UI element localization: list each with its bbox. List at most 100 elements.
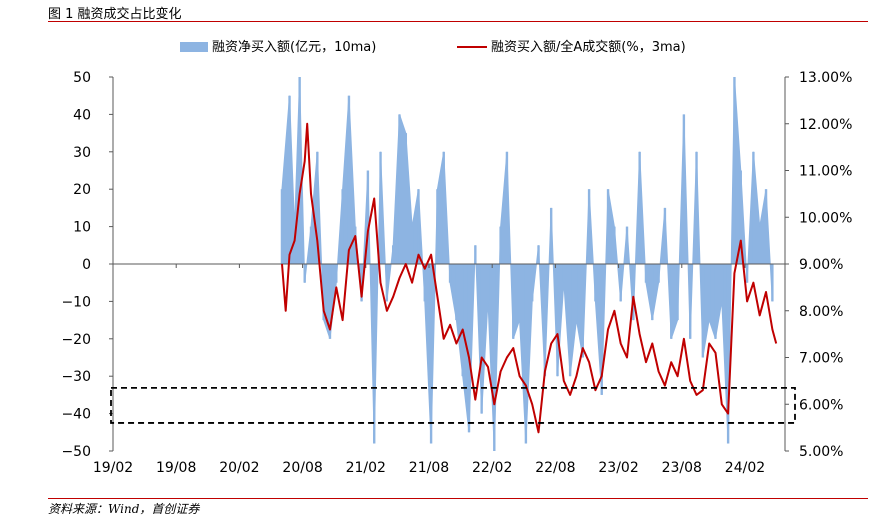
net-buy-bar [298, 77, 301, 264]
net-buy-bar [682, 114, 686, 265]
net-buy-bar [448, 264, 452, 283]
net-buy-bar [474, 245, 477, 264]
net-buy-bar [739, 170, 742, 264]
net-buy-bar [354, 226, 357, 264]
y-right-tick-label: 13.00% [799, 70, 852, 86]
y-left-tick-label: −20 [61, 332, 91, 348]
net-buy-bar [638, 151, 641, 264]
net-buy-bar [379, 151, 382, 264]
net-buy-bar [701, 264, 705, 358]
y-left-tick-label: 20 [73, 182, 91, 198]
net-buy-bar [288, 95, 291, 264]
legend-label-line: 融资买入额/全A成交额(%，3ma) [491, 39, 686, 55]
net-buy-bar [644, 264, 648, 283]
net-buy-bar [600, 264, 603, 395]
net-buy-bar [303, 264, 306, 283]
net-buy-bar [663, 207, 667, 264]
net-buy-bar [360, 264, 363, 302]
net-buy-bar [733, 77, 736, 264]
net-buy-bar [543, 264, 547, 377]
x-tick-label: 23/08 [662, 460, 702, 476]
net-buy-bar [391, 245, 395, 264]
net-buy-bar [493, 264, 496, 451]
net-buy-bar [442, 151, 445, 264]
net-buy-bar [568, 264, 572, 377]
net-buy-bar [512, 264, 515, 339]
net-buy-bar [293, 226, 296, 264]
y-left-tick-label: 50 [73, 70, 91, 86]
net-buy-bar [499, 226, 502, 264]
y-right-tick-label: 9.00% [799, 257, 843, 273]
net-buy-bar [518, 264, 521, 321]
net-buy-bar [455, 264, 458, 321]
net-buy-bar [613, 226, 616, 264]
y-left-tick-label: −30 [61, 369, 91, 385]
net-buy-bar [632, 264, 635, 321]
net-buy-bar [335, 264, 338, 283]
net-buy-bar [714, 264, 717, 339]
net-buy-bar [657, 264, 660, 283]
net-buy-bar [581, 264, 584, 358]
net-buy-bar [764, 189, 768, 264]
y-left-tick-label: −40 [61, 407, 91, 423]
net-buy-bar [758, 226, 761, 264]
x-tick-label: 23/02 [598, 460, 638, 476]
net-buy-bar [562, 264, 566, 283]
net-buy-bar [556, 264, 559, 377]
net-buy-bar [651, 264, 654, 321]
net-buy-bar [316, 151, 319, 264]
net-buy-bar [619, 264, 622, 302]
net-buy-bar [670, 264, 673, 339]
net-buy-bar [328, 264, 332, 339]
y-left-tick-label: 40 [73, 107, 91, 123]
y-right-tick-label: 10.00% [799, 210, 852, 226]
net-buy-bar [695, 151, 698, 264]
net-buy-bar [726, 264, 730, 444]
y-left-tick-label: 10 [73, 220, 91, 236]
net-buy-bar [410, 226, 414, 264]
net-buy-bar [480, 264, 483, 414]
net-buy-bar [720, 264, 724, 302]
net-buy-bar [524, 264, 528, 444]
figure-title: 图 1 融资成交占比变化 [48, 7, 182, 22]
net-buy-bar [429, 264, 433, 444]
net-buy-bar [398, 114, 401, 265]
source-note: 资料来源：Wind，首创证券 [48, 502, 200, 516]
net-buy-bar [467, 264, 471, 433]
net-buy-bar [676, 264, 679, 321]
x-tick-label: 20/08 [282, 460, 322, 476]
legend-swatch-bar [180, 42, 208, 52]
net-buy-bar [689, 264, 692, 339]
x-tick-label: 20/02 [219, 460, 259, 476]
y-right-tick-label: 8.00% [799, 304, 843, 320]
net-buy-bar [373, 264, 376, 444]
y-left-tick-label: −10 [61, 294, 91, 310]
y-left-tick-label: 30 [73, 145, 91, 161]
net-buy-bar [606, 189, 610, 264]
net-buy-bar [625, 226, 629, 264]
y-right-tick-label: 7.00% [799, 351, 843, 367]
x-tick-label: 21/02 [346, 460, 386, 476]
net-buy-bar [707, 264, 711, 321]
net-buy-bar [587, 189, 591, 264]
x-tick-label: 22/08 [535, 460, 575, 476]
y-right-tick-label: 5.00% [799, 444, 843, 460]
top-rule [48, 21, 868, 22]
highlight-band [110, 386, 796, 424]
net-buy-bar [280, 189, 284, 264]
net-buy-bar [505, 151, 509, 264]
x-tick-label: 19/08 [156, 460, 196, 476]
net-buy-bar [322, 264, 325, 321]
bottom-rule [48, 498, 868, 499]
net-buy-bar [594, 264, 597, 302]
net-buy-bar [461, 264, 464, 377]
x-tick-label: 21/08 [409, 460, 449, 476]
net-buy-bar [486, 264, 490, 302]
net-buy-bar [404, 133, 408, 264]
net-buy-bar [347, 95, 351, 264]
net-buy-bar [436, 189, 439, 264]
y-right-tick-label: 12.00% [799, 117, 852, 133]
y-right-tick-label: 6.00% [799, 397, 843, 413]
net-buy-bar [575, 264, 578, 321]
